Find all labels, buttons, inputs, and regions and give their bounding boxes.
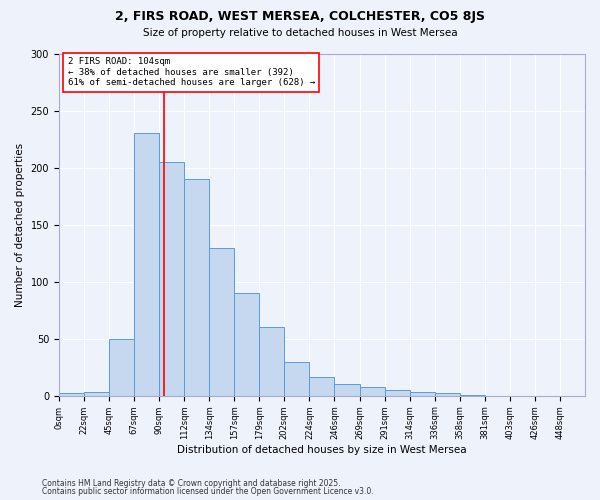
Bar	[359, 386, 385, 396]
Bar	[209, 248, 234, 396]
Bar	[234, 293, 259, 396]
Bar	[134, 132, 159, 396]
Text: Contains HM Land Registry data © Crown copyright and database right 2025.: Contains HM Land Registry data © Crown c…	[42, 478, 341, 488]
Bar	[284, 362, 310, 396]
Bar	[84, 392, 109, 396]
Bar	[59, 394, 84, 396]
Text: 2, FIRS ROAD, WEST MERSEA, COLCHESTER, CO5 8JS: 2, FIRS ROAD, WEST MERSEA, COLCHESTER, C…	[115, 10, 485, 23]
Bar	[410, 392, 434, 396]
Bar	[385, 390, 410, 396]
Bar	[259, 328, 284, 396]
Bar	[184, 180, 209, 396]
Bar	[310, 378, 334, 396]
Bar	[159, 162, 184, 396]
Y-axis label: Number of detached properties: Number of detached properties	[15, 143, 25, 307]
Text: 2 FIRS ROAD: 104sqm
← 38% of detached houses are smaller (392)
61% of semi-detac: 2 FIRS ROAD: 104sqm ← 38% of detached ho…	[68, 58, 315, 87]
Bar	[334, 384, 359, 396]
Bar	[109, 339, 134, 396]
Bar	[460, 394, 485, 396]
Text: Size of property relative to detached houses in West Mersea: Size of property relative to detached ho…	[143, 28, 457, 38]
X-axis label: Distribution of detached houses by size in West Mersea: Distribution of detached houses by size …	[177, 445, 467, 455]
Bar	[434, 394, 460, 396]
Text: Contains public sector information licensed under the Open Government Licence v3: Contains public sector information licen…	[42, 487, 374, 496]
